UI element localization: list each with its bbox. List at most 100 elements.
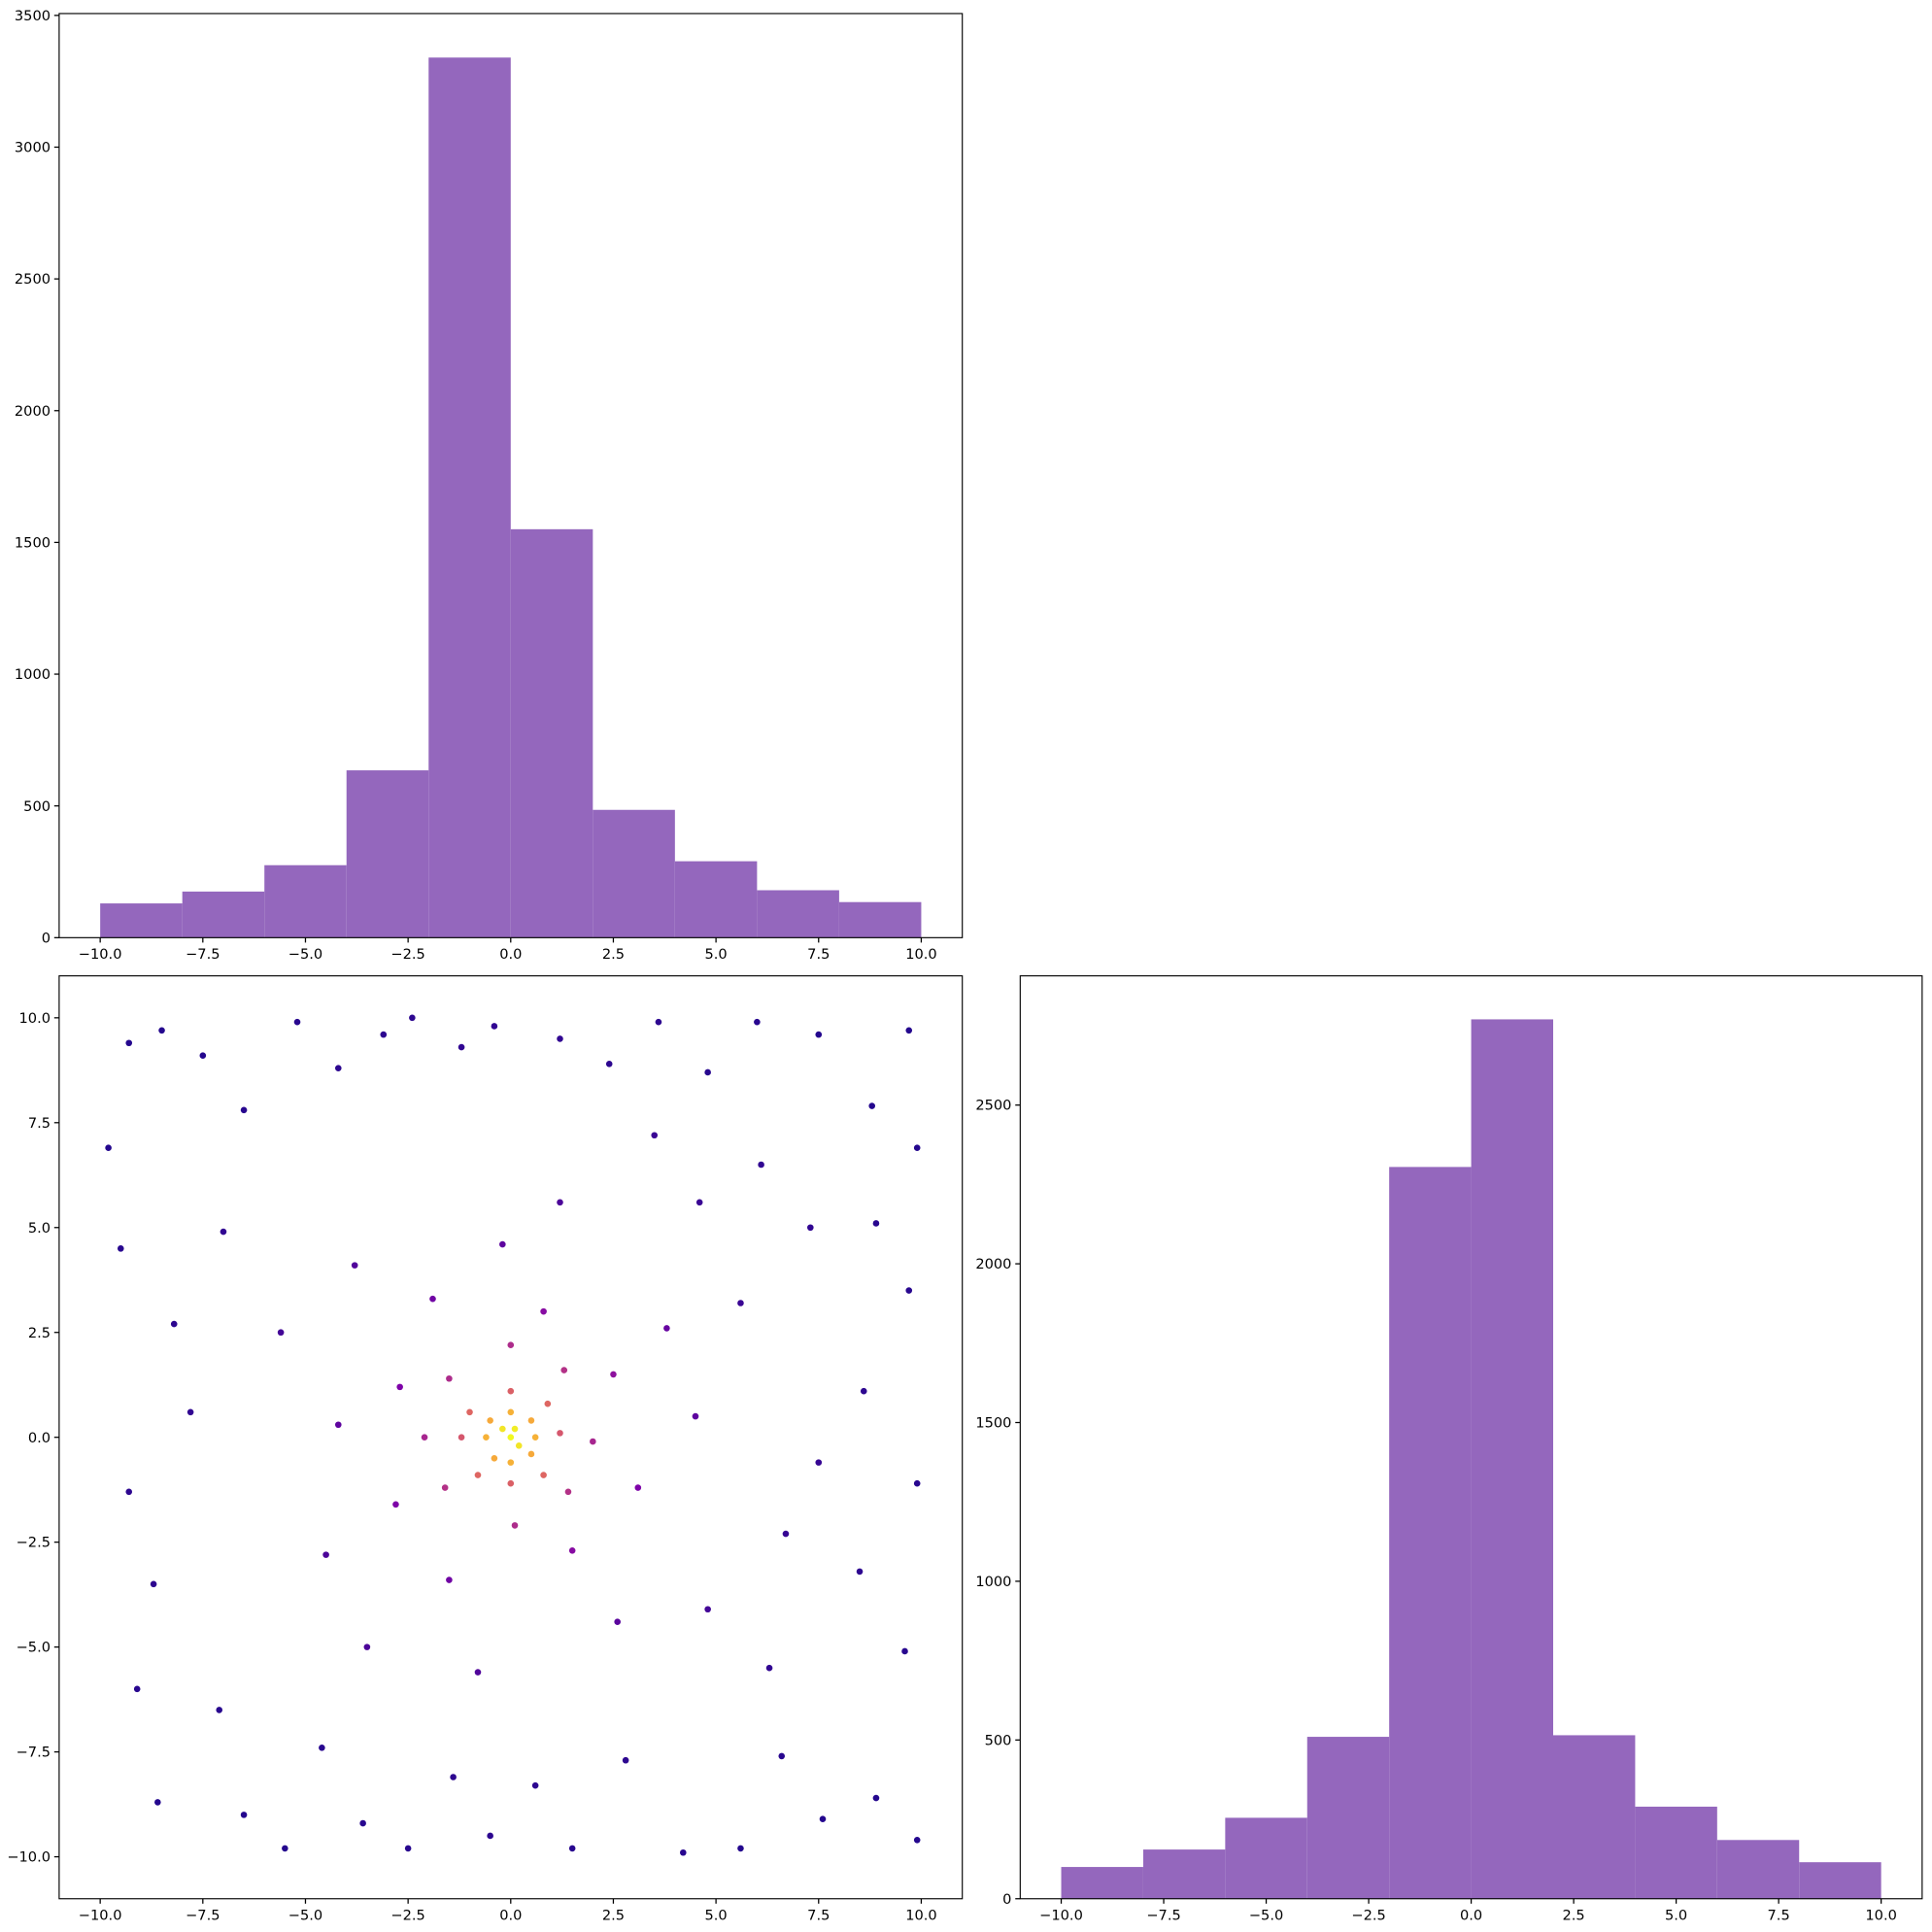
y-tick-label: 1000 (975, 1574, 1011, 1590)
point (758, 1161, 764, 1169)
y-tick-label: 500 (23, 798, 51, 815)
point (913, 1144, 921, 1152)
x-tick-label: 5.0 (1665, 1907, 1687, 1923)
point (450, 1774, 457, 1780)
point (704, 1606, 711, 1613)
point (913, 1836, 921, 1844)
bar (1061, 1867, 1143, 1899)
x-tick-label: −5.0 (1249, 1907, 1283, 1923)
y-tick-label: −2.5 (17, 1535, 51, 1551)
point (913, 1479, 921, 1487)
x-tick-label: −7.5 (186, 946, 220, 963)
point (474, 1472, 482, 1478)
y-tick-label: 2500 (15, 271, 51, 288)
point (474, 1669, 482, 1676)
y-tick-label: 2500 (975, 1098, 1011, 1114)
point (901, 1647, 908, 1655)
point (557, 1430, 563, 1437)
bar (264, 864, 347, 938)
point (614, 1618, 621, 1626)
x-tick-label: −7.5 (186, 1907, 220, 1923)
point (216, 1707, 223, 1713)
x-tick-label: −2.5 (390, 1907, 424, 1923)
x-tick-label: 0.0 (499, 946, 522, 963)
point (158, 1027, 165, 1034)
bar (428, 57, 511, 938)
point (868, 1102, 876, 1109)
x-tick-label: 2.5 (1563, 1907, 1585, 1923)
point (334, 1065, 342, 1071)
y-tick-label: 2000 (975, 1256, 1011, 1272)
y-tick-label: 2.5 (28, 1325, 51, 1341)
bar (1306, 1737, 1390, 1899)
x-tick-label: 10.0 (905, 1907, 936, 1923)
point (240, 1812, 248, 1818)
point (663, 1325, 670, 1332)
point (125, 1488, 133, 1496)
point (458, 1043, 465, 1051)
point (692, 1412, 699, 1420)
point (507, 1387, 515, 1395)
point (515, 1442, 523, 1449)
point (511, 1425, 519, 1433)
y-tick-label: 0 (42, 930, 51, 946)
bar (1225, 1817, 1307, 1899)
point (240, 1106, 248, 1114)
point (392, 1501, 399, 1508)
point (568, 1845, 576, 1852)
point (605, 1061, 613, 1068)
point (458, 1434, 465, 1441)
x-tick-label: 7.5 (1768, 1907, 1790, 1923)
y-tick-label: 2000 (15, 403, 51, 420)
y-tick-label: 500 (985, 1732, 1012, 1748)
x-tick-label: −10.0 (79, 1907, 122, 1923)
point (220, 1228, 227, 1236)
bar (1389, 1167, 1472, 1899)
bar (757, 890, 839, 938)
bar (100, 903, 183, 938)
point (466, 1408, 473, 1416)
point (396, 1383, 403, 1391)
point (807, 1224, 814, 1232)
bar (674, 861, 758, 938)
point (527, 1450, 535, 1458)
point (359, 1819, 366, 1827)
point (487, 1417, 493, 1424)
point (704, 1068, 711, 1076)
point (507, 1341, 515, 1348)
point (491, 1454, 498, 1462)
point (819, 1815, 827, 1822)
y-tick-label: 1000 (15, 666, 51, 683)
bar (1142, 1849, 1226, 1899)
x-tick-label: 7.5 (807, 946, 830, 963)
x-tick-label: −2.5 (1351, 1907, 1385, 1923)
point (655, 1018, 662, 1026)
point (351, 1262, 358, 1269)
point (905, 1287, 913, 1294)
bar (1716, 1840, 1800, 1899)
point (540, 1472, 547, 1478)
point (680, 1848, 687, 1856)
point (815, 1459, 823, 1466)
x-tick-label: −10.0 (79, 946, 122, 963)
point (483, 1434, 490, 1441)
y-tick-label: 1500 (975, 1415, 1011, 1432)
point (782, 1530, 790, 1538)
x-tick-label: 7.5 (807, 1907, 830, 1923)
point (363, 1644, 371, 1650)
point (737, 1300, 744, 1306)
point (540, 1307, 547, 1315)
point (560, 1367, 568, 1373)
bar (593, 809, 675, 938)
x-tick-label: 10.0 (905, 946, 936, 963)
bar (1471, 1019, 1553, 1899)
point (544, 1400, 552, 1407)
y-tick-label: 7.5 (28, 1115, 51, 1132)
point (282, 1845, 288, 1852)
point (815, 1031, 823, 1038)
point (487, 1832, 493, 1840)
x-tick-label: 0.0 (1460, 1907, 1482, 1923)
point (429, 1295, 436, 1303)
point (527, 1417, 535, 1424)
